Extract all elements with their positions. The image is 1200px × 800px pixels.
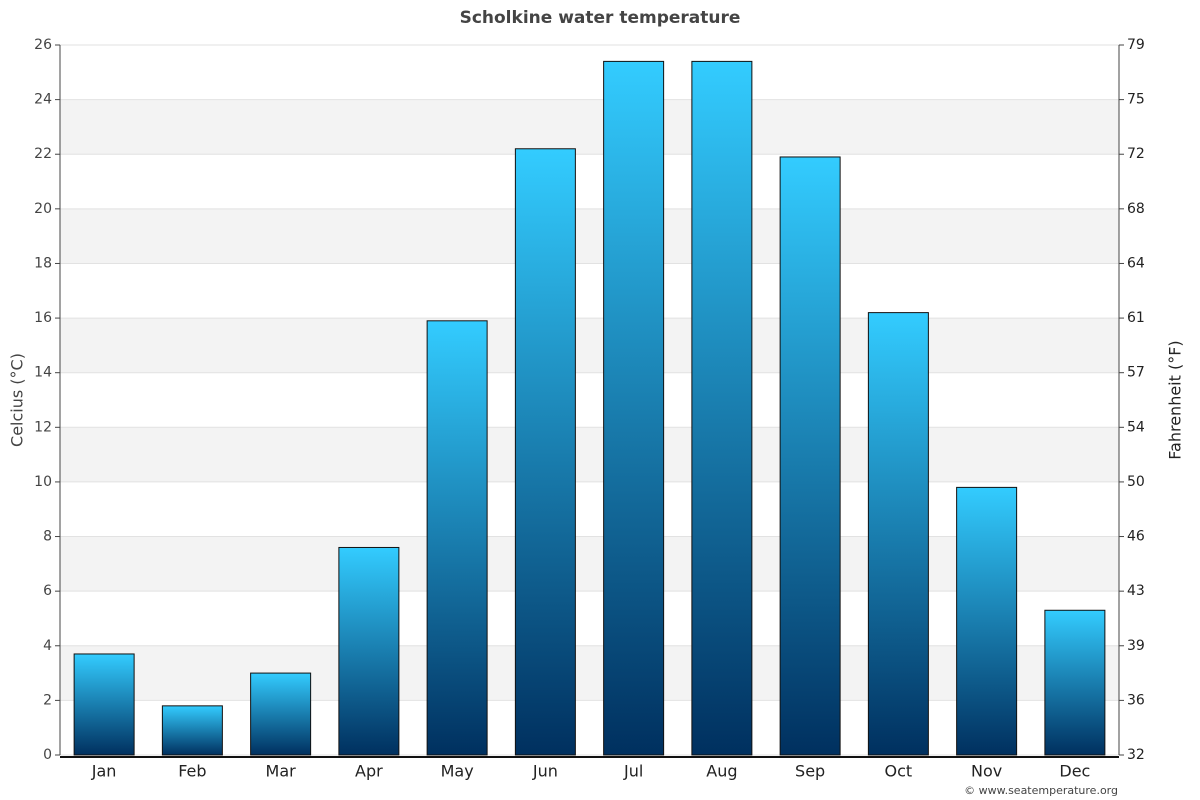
chart-title: Scholkine water temperature	[460, 8, 741, 28]
y2-tick-label: 36	[1127, 692, 1145, 708]
bar	[250, 672, 312, 756]
y2-tick-label: 57	[1127, 365, 1145, 381]
y-tick-label: 16	[34, 310, 52, 326]
x-tick-label: Oct	[885, 762, 913, 781]
y-tick-label: 18	[34, 255, 52, 271]
y2-tick-label: 68	[1127, 201, 1145, 217]
bar	[1044, 609, 1106, 756]
bar	[161, 705, 223, 756]
x-tick-label: Nov	[971, 762, 1002, 781]
grid-band	[60, 208, 1119, 264]
y2-tick-label: 79	[1127, 37, 1145, 53]
y-tick-label: 14	[34, 365, 52, 381]
y2-tick-label: 43	[1127, 583, 1145, 599]
y-tick-label: 0	[43, 747, 52, 763]
y2-tick-label: 54	[1127, 419, 1145, 435]
y-tick-label: 10	[34, 474, 52, 490]
grid-band	[60, 645, 1119, 701]
bar	[338, 546, 400, 756]
bar	[779, 156, 841, 756]
y-axis-label: Celcius (°C)	[8, 353, 27, 447]
x-tick-label: Dec	[1059, 762, 1090, 781]
y-tick-label: 24	[34, 92, 52, 108]
y-tick-label: 4	[43, 638, 52, 654]
y2-axis-label: Fahrenheit (°F)	[1166, 340, 1185, 459]
y2-tick-label: 50	[1127, 474, 1145, 490]
y-tick-label: 12	[34, 419, 52, 435]
x-tick-label: Jul	[623, 762, 643, 781]
y-tick-label: 22	[34, 146, 52, 162]
y2-tick-label: 72	[1127, 146, 1145, 162]
x-tick-label: Jun	[532, 762, 558, 781]
y2-tick-label: 46	[1127, 529, 1145, 545]
grid-band	[60, 427, 1119, 482]
bar	[73, 653, 135, 756]
y-tick-label: 2	[43, 692, 52, 708]
bar	[691, 60, 753, 756]
y-tick-label: 8	[43, 529, 52, 545]
y-tick-label: 26	[34, 37, 52, 53]
grid-band	[60, 318, 1119, 373]
credit: © www.seatemperature.org	[964, 784, 1118, 797]
y-tick-label: 6	[43, 583, 52, 599]
x-tick-label: Aug	[706, 762, 737, 781]
y2-tick-label: 39	[1127, 638, 1145, 654]
y2-tick-label: 64	[1127, 255, 1145, 271]
grid-band	[60, 536, 1119, 592]
y2-tick-label: 32	[1127, 747, 1145, 763]
bar	[514, 148, 576, 756]
grid-band	[60, 99, 1119, 155]
y2-tick-label: 61	[1127, 310, 1145, 326]
x-tick-label: Feb	[178, 762, 206, 781]
x-tick-label: Mar	[266, 762, 297, 781]
bar	[426, 320, 488, 756]
y2-tick-label: 75	[1127, 92, 1145, 108]
bar	[867, 312, 929, 756]
x-tick-label: Sep	[795, 762, 825, 781]
bar	[603, 60, 665, 756]
y-tick-label: 20	[34, 201, 52, 217]
x-tick-label: Apr	[355, 762, 383, 781]
x-tick-label: Jan	[91, 762, 117, 781]
x-tick-label: May	[441, 762, 474, 781]
bar	[956, 486, 1018, 756]
